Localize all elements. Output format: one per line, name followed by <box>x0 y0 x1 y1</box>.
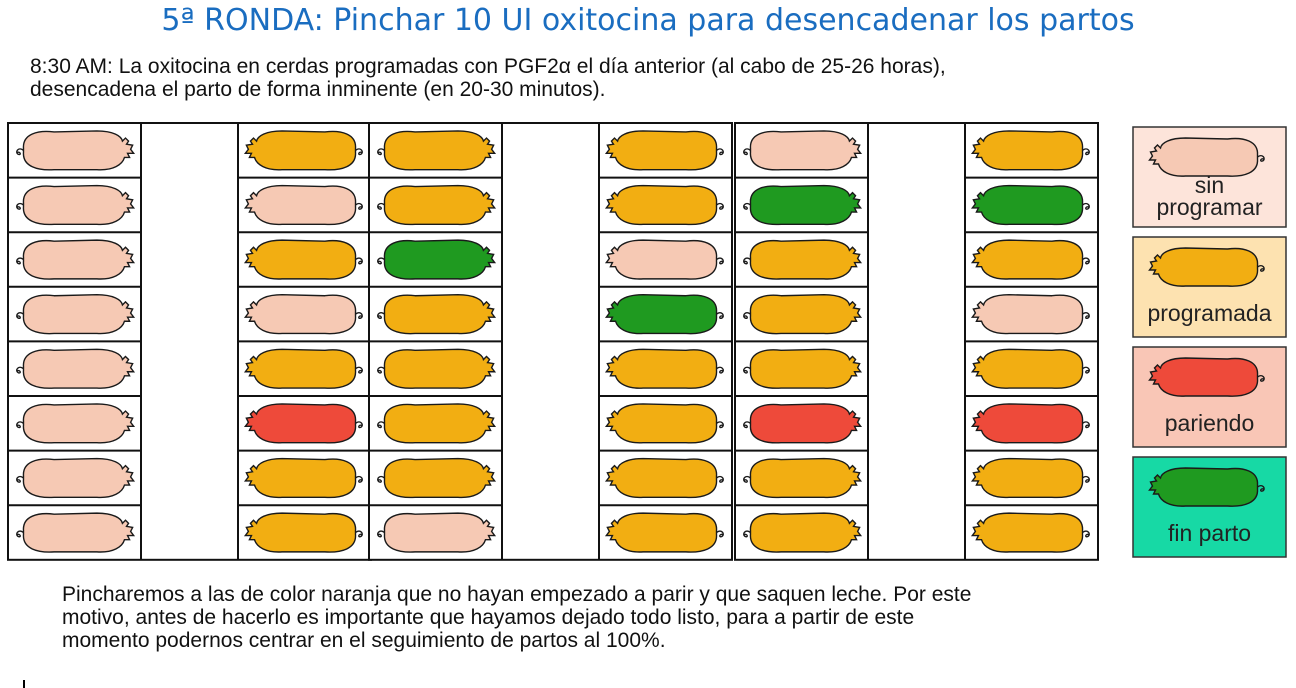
sow-sin-programar-icon <box>16 403 135 444</box>
sow-pariendo-icon <box>743 403 862 444</box>
legend-label: sin <box>1195 172 1224 198</box>
sow-pariendo-icon <box>1148 357 1265 397</box>
legend-item-programada: programada <box>1132 236 1287 338</box>
legend-label: pariendo <box>1165 410 1255 436</box>
sow-programada-icon <box>605 403 724 444</box>
sow-sin-programar-icon <box>1148 137 1265 177</box>
sow-programada-icon <box>244 239 363 280</box>
footer-line: Pincharemos a las de color naranja que n… <box>62 583 972 606</box>
sow-programada-icon <box>377 457 496 499</box>
sow-sin-programar-icon <box>971 294 1090 335</box>
sow-fin-parto-icon <box>605 294 724 335</box>
footer-line: momento podernos centrar en el seguimien… <box>62 629 666 652</box>
intro-line: desencadena el parto de forma inminente … <box>30 78 606 101</box>
pen-block <box>734 122 1099 561</box>
sow-pariendo-icon <box>244 403 363 444</box>
sow-sin-programar-icon <box>16 184 135 226</box>
sow-sin-programar-icon <box>16 130 135 171</box>
sow-sin-programar-icon <box>244 184 363 226</box>
sow-programada-icon <box>605 512 724 553</box>
sow-programada-icon <box>743 348 862 389</box>
footer-text: Pincharemos a las de color naranja que n… <box>62 583 1262 652</box>
sow-programada-icon <box>743 294 862 335</box>
sow-programada-icon <box>244 457 363 499</box>
sow-programada-icon <box>244 130 363 171</box>
sow-programada-icon <box>971 130 1090 171</box>
pen-block <box>368 122 733 561</box>
sow-sin-programar-icon <box>743 130 862 171</box>
sow-sin-programar-icon <box>16 457 135 499</box>
sow-fin-parto-icon <box>377 239 496 280</box>
intro-text: 8:30 AM: La oxitocina en cerdas programa… <box>30 55 1280 101</box>
sow-pariendo-icon <box>971 403 1090 444</box>
legend-item-pariendo: pariendo <box>1132 346 1287 448</box>
pens-layer <box>7 122 1099 561</box>
sow-sin-programar-icon <box>605 239 724 280</box>
sow-programada-icon <box>743 239 862 280</box>
sow-programada-icon <box>743 457 862 499</box>
page-mark <box>23 680 25 688</box>
sow-sin-programar-icon <box>16 348 135 389</box>
legend-label: programada <box>1147 300 1271 326</box>
sow-programada-icon <box>377 348 496 389</box>
sow-sin-programar-icon <box>16 239 135 280</box>
sow-programada-icon <box>244 512 363 553</box>
sow-programada-icon <box>377 403 496 444</box>
sow-programada-icon <box>377 184 496 226</box>
sow-fin-parto-icon <box>1148 467 1265 507</box>
sow-programada-icon <box>971 457 1090 499</box>
sow-sin-programar-icon <box>244 294 363 335</box>
sow-programada-icon <box>605 457 724 499</box>
sow-programada-icon <box>605 184 724 226</box>
sow-programada-icon <box>605 130 724 171</box>
sow-programada-icon <box>971 348 1090 389</box>
pen-block <box>7 122 372 561</box>
sow-fin-parto-icon <box>743 184 862 226</box>
sow-sin-programar-icon <box>377 512 496 553</box>
sow-sin-programar-icon <box>16 294 135 335</box>
sow-programada-icon <box>605 348 724 389</box>
sow-programada-icon <box>244 348 363 389</box>
sow-fin-parto-icon <box>971 184 1090 226</box>
page-title: 5ª RONDA: Pinchar 10 UI oxitocina para d… <box>161 3 1135 38</box>
sow-programada-icon <box>743 512 862 553</box>
legend-item-fin-parto: fin parto <box>1132 456 1287 558</box>
sow-programada-icon <box>971 239 1090 280</box>
legend-label: fin parto <box>1168 520 1251 546</box>
sow-programada-icon <box>377 294 496 335</box>
legend-label: programar <box>1156 194 1262 220</box>
sow-programada-icon <box>377 130 496 171</box>
intro-line: 8:30 AM: La oxitocina en cerdas programa… <box>30 55 946 78</box>
sow-sin-programar-icon <box>16 512 135 553</box>
sow-programada-icon <box>1148 247 1265 287</box>
footer-line: motivo, antes de hacerlo es importante q… <box>62 606 915 629</box>
sow-programada-icon <box>971 512 1090 553</box>
